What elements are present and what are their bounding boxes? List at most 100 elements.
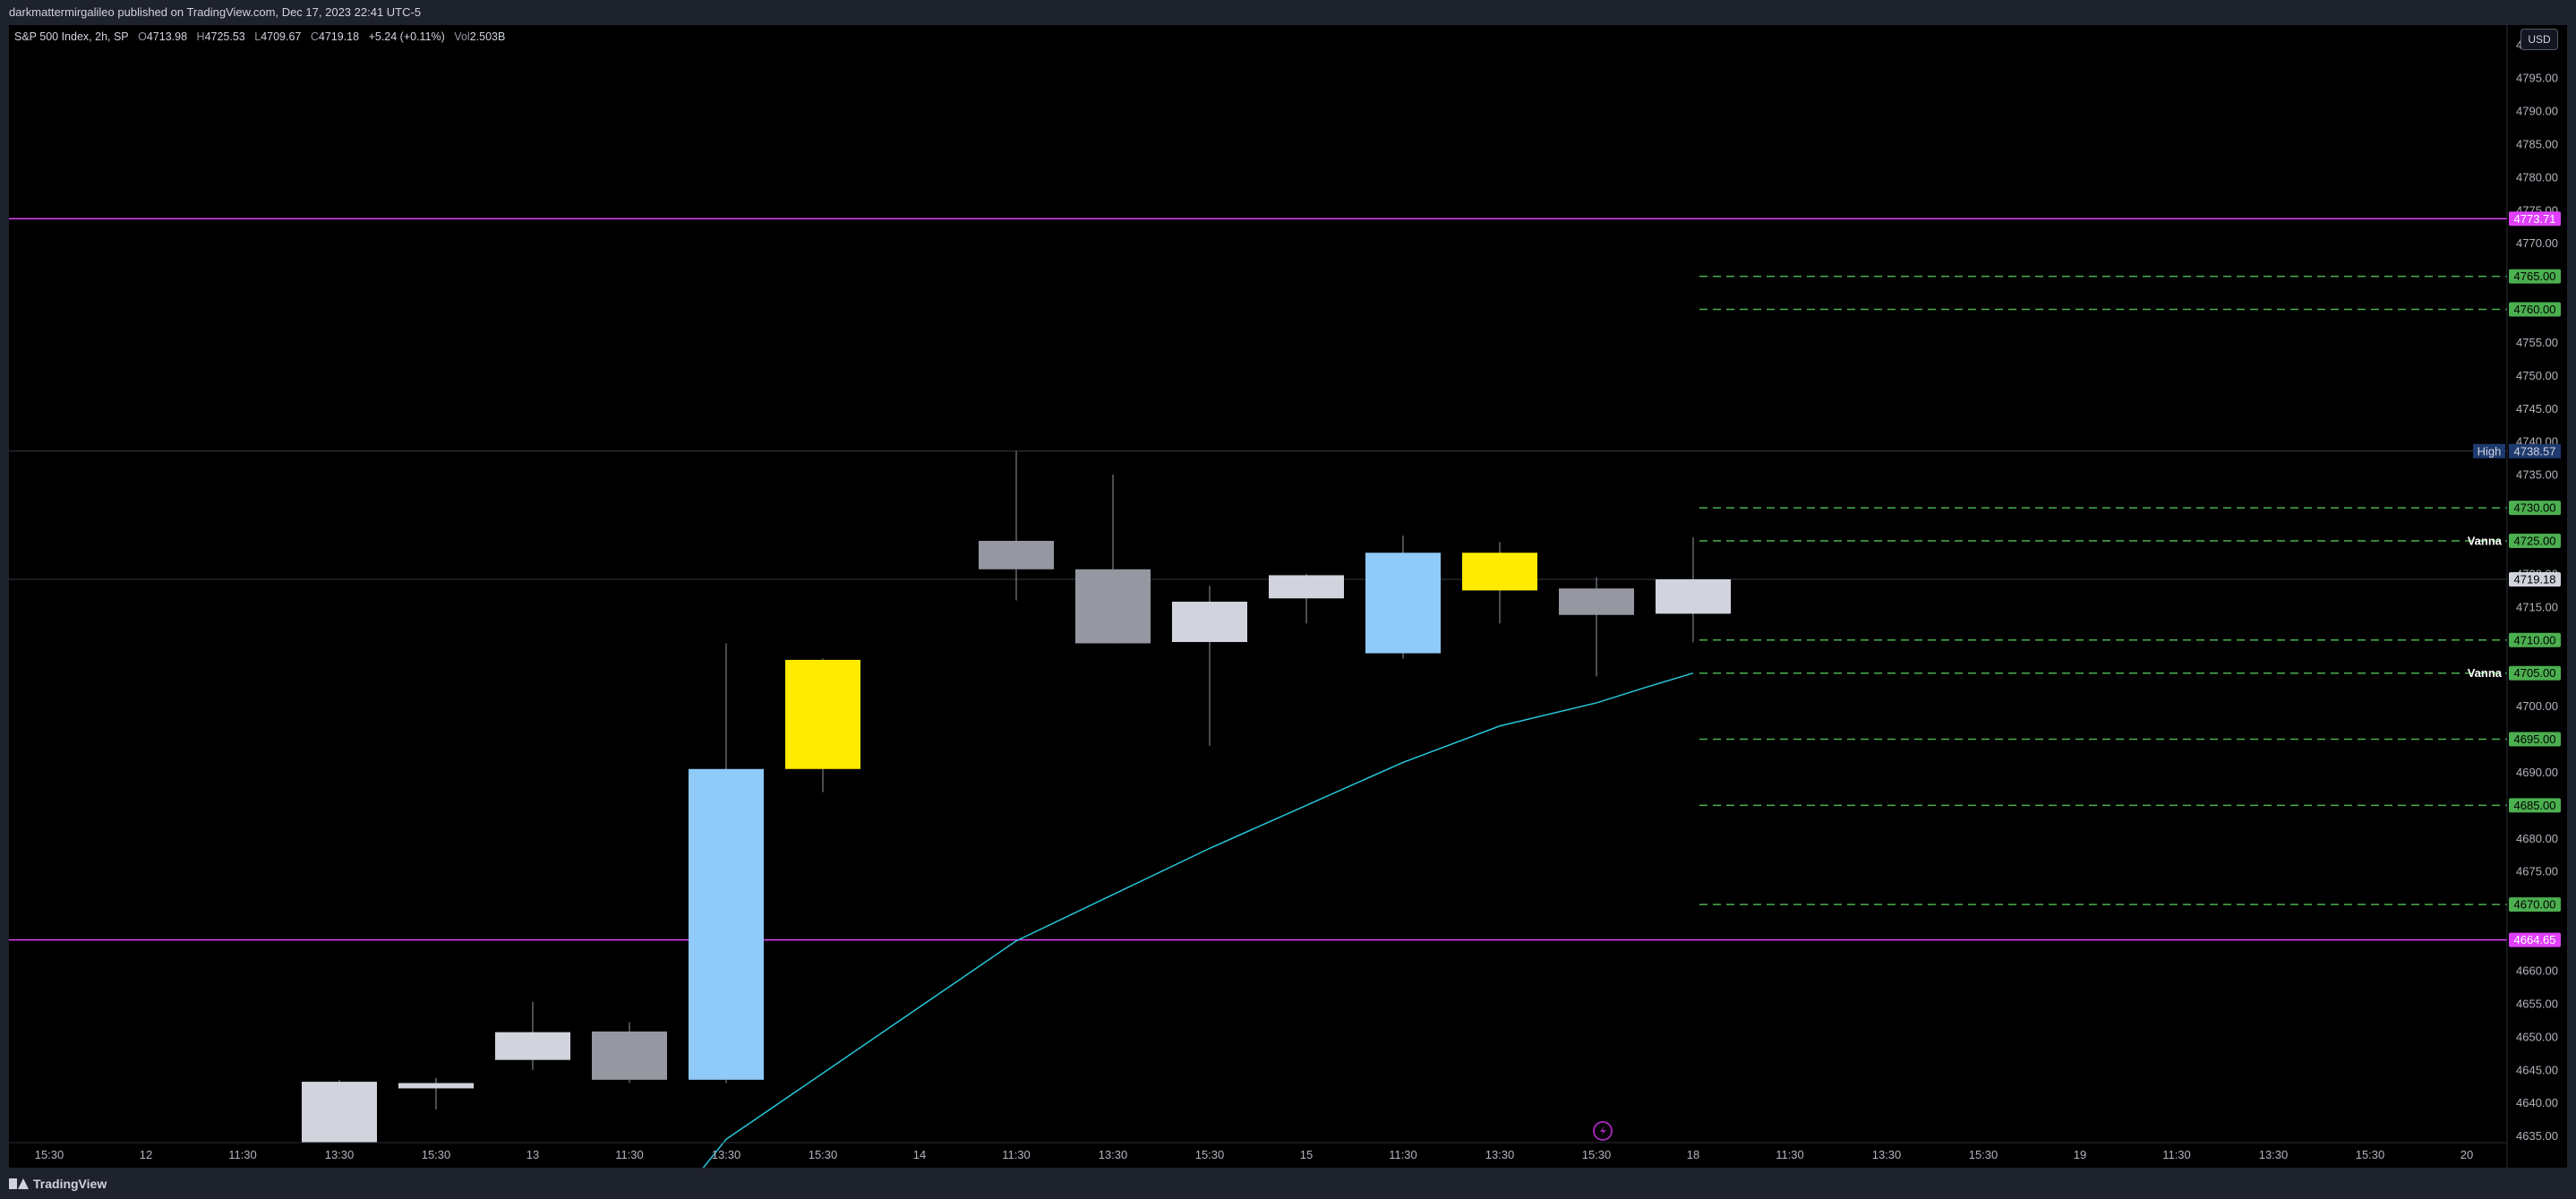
price-tick-label: 4690.00 bbox=[2516, 766, 2558, 779]
level-price-label: 4695.00 bbox=[2514, 732, 2556, 746]
price-tick-label: 4780.00 bbox=[2516, 170, 2558, 184]
currency-button[interactable]: USD bbox=[2520, 29, 2558, 50]
price-tick-label: 4655.00 bbox=[2516, 997, 2558, 1010]
time-tick-label: 15:30 bbox=[809, 1148, 838, 1161]
chart-area[interactable]: 4635.00 4640.00 4645.00 4650.00 4655.00 4660.… bbox=[9, 25, 2567, 1168]
level-price-tag bbox=[2509, 665, 2561, 681]
open-value: 4713.98 bbox=[146, 30, 188, 43]
candle-body bbox=[1656, 578, 1731, 614]
level-price-tag bbox=[2509, 798, 2561, 813]
price-tick-label: 4795.00 bbox=[2516, 72, 2558, 85]
time-tick-label: 15:30 bbox=[1582, 1148, 1612, 1161]
price-tick-label: 4790.00 bbox=[2516, 105, 2558, 118]
volume-key: Vol bbox=[454, 30, 470, 43]
candle-body bbox=[398, 1083, 474, 1089]
time-tick-label: 19 bbox=[2074, 1148, 2086, 1161]
level-price-tag bbox=[2509, 269, 2561, 284]
level-price-tag bbox=[2509, 632, 2561, 647]
open-key: O bbox=[138, 30, 147, 43]
candle-body bbox=[1075, 569, 1151, 644]
level-price-tag bbox=[2509, 732, 2561, 747]
price-tick-label: 4750.00 bbox=[2516, 369, 2558, 382]
moving-average-line bbox=[702, 672, 1694, 1168]
level-price-label: 4773.71 bbox=[2514, 212, 2556, 226]
candle-body bbox=[495, 1032, 570, 1060]
price-tick-label: 4680.00 bbox=[2516, 832, 2558, 845]
candle-body bbox=[1462, 552, 1537, 591]
last-price-label: 4719.18 bbox=[2514, 572, 2556, 586]
price-tick-label: 4770.00 bbox=[2516, 236, 2558, 250]
price-tick-label: 4660.00 bbox=[2516, 964, 2558, 978]
level-price-label: 4725.00 bbox=[2514, 535, 2556, 548]
price-tick-label: 4785.00 bbox=[2516, 137, 2558, 150]
symbol-legend: S&P 500 Index, 2h, SP O4713.98 H4725.53 … bbox=[14, 30, 511, 43]
candle-body bbox=[592, 1031, 667, 1080]
time-tick-label: 15:30 bbox=[1195, 1148, 1225, 1161]
low-key: L bbox=[254, 30, 261, 43]
time-tick-label: 11:30 bbox=[228, 1148, 257, 1161]
change-value: +5.24 (+0.11%) bbox=[368, 30, 445, 43]
candle-body bbox=[1365, 552, 1441, 654]
price-chart[interactable]: 4635.00 4640.00 4645.00 4650.00 4655.00 4660.… bbox=[9, 25, 2567, 1168]
candle-body bbox=[1559, 588, 1634, 615]
low-value: 4709.67 bbox=[261, 30, 302, 43]
price-tick-label: 4755.00 bbox=[2516, 336, 2558, 349]
time-tick-label: 13:30 bbox=[2259, 1148, 2289, 1161]
time-tick-label: 18 bbox=[1687, 1148, 1699, 1161]
candle-body bbox=[689, 768, 764, 1080]
time-tick-label: 11:30 bbox=[615, 1148, 644, 1161]
level-price-tag bbox=[2509, 211, 2561, 227]
price-tick-label: 4635.00 bbox=[2516, 1129, 2558, 1143]
level-price-tag bbox=[2509, 897, 2561, 912]
high-badge bbox=[2473, 443, 2505, 458]
candle-body bbox=[1172, 601, 1247, 642]
level-price-label: 4730.00 bbox=[2514, 501, 2556, 515]
time-tick-label: 13:30 bbox=[1485, 1148, 1515, 1161]
time-tick-label: 12 bbox=[140, 1148, 152, 1161]
time-tick-label: 11:30 bbox=[2162, 1148, 2191, 1161]
price-tick-label: 4645.00 bbox=[2516, 1063, 2558, 1076]
time-tick-label: 14 bbox=[913, 1148, 926, 1161]
level-price-label: 4760.00 bbox=[2514, 303, 2556, 316]
candle-body bbox=[1269, 575, 1344, 599]
high-key: H bbox=[196, 30, 205, 43]
time-tick-label: 15:30 bbox=[422, 1148, 451, 1161]
level-price-label: 4664.65 bbox=[2514, 933, 2556, 946]
high-value: 4725.53 bbox=[204, 30, 245, 43]
time-tick-label: 13 bbox=[526, 1148, 539, 1161]
price-tick-label: 4715.00 bbox=[2516, 600, 2558, 613]
level-price-label: 4705.00 bbox=[2514, 666, 2556, 680]
time-tick-label: 15:30 bbox=[2356, 1148, 2385, 1161]
level-annotation: Vanna bbox=[2468, 535, 2503, 548]
alert-icon[interactable] bbox=[1593, 1121, 1613, 1141]
price-tick-label: 4745.00 bbox=[2516, 402, 2558, 415]
high-badge-label: High bbox=[2478, 444, 2502, 458]
time-tick-label: 13:30 bbox=[1872, 1148, 1902, 1161]
time-tick-label: 15 bbox=[1300, 1148, 1313, 1161]
last-price-tag bbox=[2509, 571, 2561, 587]
level-price-tag bbox=[2509, 501, 2561, 516]
footer-bar: TradingView bbox=[0, 1168, 2576, 1199]
symbol-name: S&P 500 Index, 2h, SP bbox=[14, 30, 129, 43]
level-price-tag bbox=[2509, 932, 2561, 947]
time-tick-label: 13:30 bbox=[325, 1148, 355, 1161]
time-tick-label: 15:30 bbox=[1969, 1148, 1998, 1161]
high-price-label: 4738.57 bbox=[2514, 444, 2556, 458]
price-tick-label: 4650.00 bbox=[2516, 1030, 2558, 1043]
time-tick-label: 15:30 bbox=[35, 1148, 64, 1161]
level-price-tag bbox=[2509, 302, 2561, 317]
time-tick-label: 11:30 bbox=[1002, 1148, 1031, 1161]
level-price-label: 4710.00 bbox=[2514, 633, 2556, 647]
publisher-line: darkmattermirgalileo published on Tradin… bbox=[9, 5, 422, 19]
price-tick-label: 4675.00 bbox=[2516, 865, 2558, 878]
high-price-tag bbox=[2509, 443, 2561, 458]
candle-body bbox=[979, 541, 1054, 570]
time-tick-label: 11:30 bbox=[1389, 1148, 1417, 1161]
price-tick-label: 4735.00 bbox=[2516, 468, 2558, 482]
time-tick-label: 13:30 bbox=[1099, 1148, 1128, 1161]
time-tick-label: 11:30 bbox=[1776, 1148, 1804, 1161]
candle-body bbox=[785, 659, 860, 769]
level-price-label: 4670.00 bbox=[2514, 898, 2556, 912]
price-tick-label: 4700.00 bbox=[2516, 699, 2558, 713]
volume-value: 2.503B bbox=[469, 30, 506, 43]
